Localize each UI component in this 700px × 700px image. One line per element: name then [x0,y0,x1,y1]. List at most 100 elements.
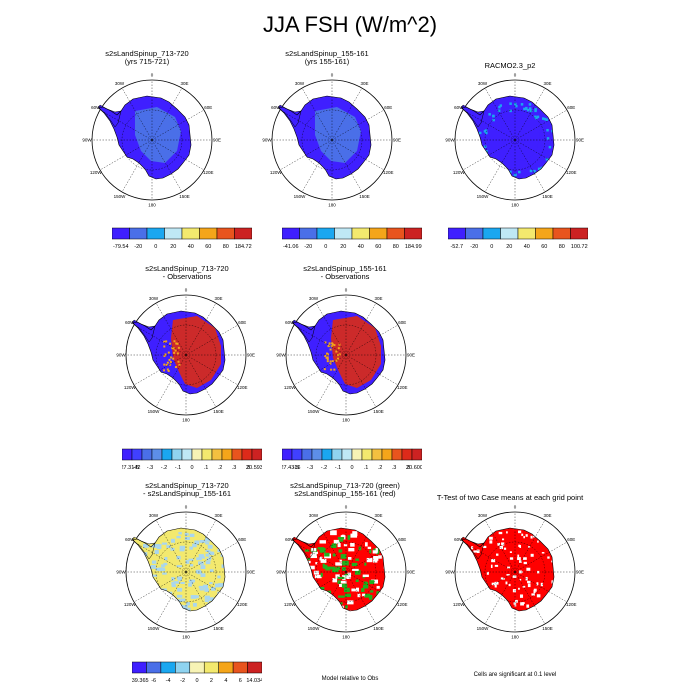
longitude-label: 180 [148,203,156,208]
longitude-label: 120E [237,385,248,390]
colorbar-r1c2: -41.06 -20 0 20 40 60 80 184.99 [282,227,422,250]
longitude-label: 60E [398,320,406,325]
colorbar-label: -.1 [175,465,181,471]
longitude-label: 60E [567,537,575,542]
longitude-label: 30E [543,81,551,86]
longitude-label: 180 [511,635,519,640]
colorbar-label: -127.4316 [282,465,300,471]
polar-map-r2c2: 0 30E 60E 90E 120E 150E 180 150W 120W 90W 60W 30W [276,288,415,423]
longitude-label: 30E [180,81,188,86]
colorbar-swatch [334,227,353,240]
colorbar-swatch [369,227,388,240]
panel-title-r1c2: s2sLandSpinup_155-161 (yrs 155-161) [237,50,417,66]
colorbar-swatch [282,227,300,240]
colorbar-swatch [161,448,173,461]
colorbar-label: -6 [151,678,156,684]
longitude-label: 60W [125,537,135,542]
longitude-label: 120W [284,385,297,390]
colorbar-swatch [570,227,588,240]
colorbar-swatch [122,448,133,461]
colorbar-swatch [191,448,203,461]
colorbar-label: 20 [170,244,176,250]
map-panel-r3c1: s2sLandSpinup_713-720 - s2sLandSpinup_15… [97,482,277,662]
longitude-label: 0 [331,73,334,78]
colorbar-label: 6 [239,678,242,684]
longitude-label: 150W [294,194,307,199]
longitude-label: 120E [397,602,408,607]
colorbar-swatch [371,448,383,461]
colorbar-swatch [301,448,313,461]
colorbar-label: -.2 [321,465,327,471]
colorbar-swatch [448,227,466,240]
colorbar-swatch [221,448,233,461]
panel-title-line1: s2sLandSpinup_155-161 [303,264,387,273]
map-panel-r2c1: s2sLandSpinup_713-720 - Observations 0 30… [97,265,277,445]
longitude-label: 60W [91,105,101,110]
colorbar-swatch [331,448,343,461]
colorbar-swatch [241,448,253,461]
longitude-label: 150E [359,194,370,199]
colorbar-label: .1 [204,465,209,471]
longitude-label: 90W [262,138,272,143]
polar-map-r2c1: 0 30E 60E 90E 120E 150E 180 150W 120W 90W 60W 30W [116,288,255,423]
longitude-label: 60E [398,537,406,542]
colorbar-label: 0 [190,465,193,471]
colorbar-label: .1 [364,465,369,471]
colorbar-swatch [181,227,200,240]
colorbar-label: .3 [392,465,397,471]
longitude-label: 0 [345,505,348,510]
longitude-label: 180 [182,418,190,423]
colorbar-swatch [151,448,163,461]
colorbar-swatch [401,448,413,461]
longitude-label: 180 [328,203,336,208]
panel-title-r2c2: s2sLandSpinup_155-161 - Observations [255,265,435,281]
longitude-label: 90W [445,570,455,575]
panel-title-line1: T-Test of two Case means at each grid po… [436,493,584,502]
colorbar-label: 0 [195,678,198,684]
colorbar-label: 80 [559,244,565,250]
colorbar-swatch [517,227,536,240]
panel-title-line1: s2sLandSpinup_713-720 [105,49,189,58]
colorbar-label: -.2 [161,465,167,471]
colorbar-label: 14.034 [246,678,262,684]
longitude-label: 150W [114,194,127,199]
longitude-label: 60E [384,105,392,110]
map-panel-r3c3: T-Test of two Case means at each grid po… [420,482,600,662]
panel-title-r3c1: s2sLandSpinup_713-720 - s2sLandSpinup_15… [97,482,277,498]
longitude-label: 0 [514,73,517,78]
colorbar-r3c1: -39.365-6 -4 -2 0 2 4 6 14.034 [132,661,262,684]
colorbar-label: 40 [524,244,530,250]
longitude-label: 60W [454,105,464,110]
longitude-label: 150E [542,194,553,199]
longitude-label: 30E [360,81,368,86]
colorbar-label: -.3 [307,465,313,471]
colorbar-label: -2 [180,678,185,684]
longitude-label: 120W [124,385,137,390]
colorbar-swatch [199,227,218,240]
colorbar-swatch [141,448,153,461]
longitude-label: 120W [453,170,466,175]
panel-title-r1c3: RACMO2.3_p2 [420,62,600,70]
colorbar-label: 40 [358,244,364,250]
colorbar-swatch [160,661,176,674]
colorbar-r1c1: -79.54 -20 0 20 40 60 80 184.72 [112,227,252,250]
longitude-label: 30W [149,513,159,518]
longitude-label: 150W [477,626,490,631]
longitude-label: 60E [204,105,212,110]
colorbar-label: 2 [210,678,213,684]
longitude-label: 120E [566,602,577,607]
longitude-label: 90E [576,138,584,143]
colorbar-label: -4 [166,678,171,684]
colorbar-label: -.1 [335,465,341,471]
colorbar-swatch [482,227,501,240]
longitude-label: 120E [397,385,408,390]
colorbar-label: 0 [154,244,157,250]
colorbar-label: 100.72 [571,244,588,250]
colorbar-swatch [129,227,148,240]
colorbar-swatch [218,661,234,674]
colorbar-swatch [465,227,484,240]
longitude-label: 120E [566,170,577,175]
panel-title-line2: s2sLandSpinup_155-161 (red) [294,489,396,498]
colorbar-label: 0 [490,244,493,250]
longitude-label: 90E [393,138,401,143]
